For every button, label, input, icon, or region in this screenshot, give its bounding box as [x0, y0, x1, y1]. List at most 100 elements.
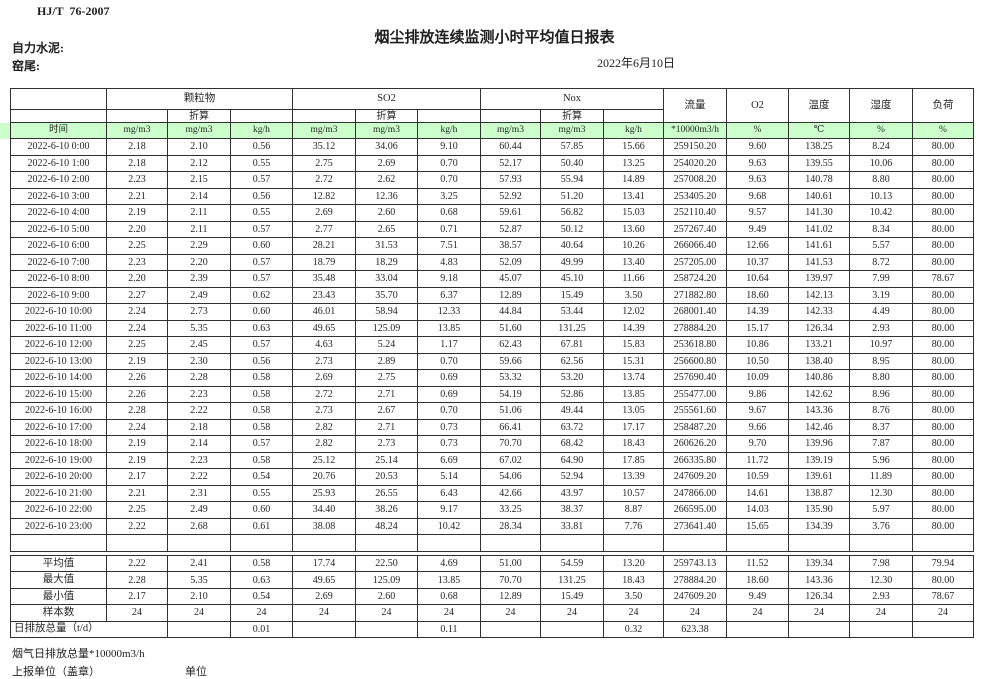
value-cell — [788, 620, 850, 638]
value-cell: 2.11 — [167, 220, 231, 238]
value-cell: 125.09 — [355, 571, 418, 589]
value-cell: 2.22 — [106, 554, 168, 573]
value-cell: 0.58 — [230, 451, 293, 469]
value-cell: 56.82 — [540, 204, 604, 222]
value-cell: 24 — [912, 604, 974, 622]
value-cell: 12.36 — [355, 187, 418, 205]
value-cell: 13.39 — [603, 468, 664, 486]
value-cell: 5.57 — [849, 237, 913, 255]
value-cell: 22.50 — [355, 554, 418, 573]
value-cell: 8.80 — [849, 171, 913, 189]
value-cell: 2.23 — [106, 171, 168, 189]
value-cell: 12.30 — [849, 484, 913, 502]
header-row-groups: 颗粒物 SO2 Nox 流量 O2 温度 湿度 负荷 — [10, 88, 974, 123]
value-cell: 258724.20 — [663, 270, 727, 288]
value-cell: 24 — [788, 604, 850, 622]
value-cell: 24 — [603, 604, 664, 622]
value-cell: 2.22 — [106, 517, 168, 535]
standard-number: HJ/T 76-2007 — [37, 4, 110, 18]
value-cell: 15.49 — [540, 587, 604, 606]
value-cell: 252110.40 — [663, 204, 727, 222]
value-cell: 2.22 — [167, 468, 231, 486]
value-cell: 142.46 — [788, 418, 850, 436]
value-cell: 49.44 — [540, 402, 604, 420]
value-cell: 2.25 — [106, 237, 168, 255]
value-cell: 0.73 — [417, 418, 481, 436]
empty-cell — [849, 534, 913, 552]
value-cell: 0.70 — [417, 402, 481, 420]
value-cell: 0.58 — [230, 402, 293, 420]
group-header-so2: SO2 — [292, 88, 481, 110]
value-cell: 7.76 — [603, 517, 664, 535]
summary-label-cell: 最大值 — [10, 571, 107, 589]
value-cell: 260626.20 — [663, 435, 727, 453]
value-cell: 24 — [540, 604, 604, 622]
empty-cell — [106, 109, 168, 123]
value-cell: 52.09 — [480, 253, 541, 271]
value-cell: 14.89 — [603, 171, 664, 189]
value-cell: 141.02 — [788, 220, 850, 238]
value-cell: 131.25 — [540, 319, 604, 337]
value-cell: 5.97 — [849, 501, 913, 519]
value-cell: 2.71 — [355, 418, 418, 436]
summary-label-cell: 平均值 — [10, 554, 107, 573]
value-cell: 0.32 — [603, 620, 664, 638]
value-cell: 4.49 — [849, 303, 913, 321]
corner-cell — [10, 88, 107, 110]
value-cell: 52.17 — [480, 154, 541, 172]
value-cell: 67.81 — [540, 336, 604, 354]
value-cell: 12.89 — [480, 587, 541, 606]
value-cell: 0.58 — [230, 418, 293, 436]
value-cell: 0.55 — [230, 204, 293, 222]
value-cell: 9.17 — [417, 501, 481, 519]
time-cell: 2022-6-10 22:00 — [10, 501, 107, 519]
value-cell: 2.17 — [106, 587, 168, 606]
value-cell: 45.07 — [480, 270, 541, 288]
value-cell: 80.00 — [912, 517, 974, 535]
value-cell: 13.05 — [603, 402, 664, 420]
value-cell: 3.76 — [849, 517, 913, 535]
value-cell: 51.60 — [480, 319, 541, 337]
time-cell: 2022-6-10 1:00 — [10, 154, 107, 172]
value-cell: 24 — [292, 604, 356, 622]
value-cell: 0.55 — [230, 154, 293, 172]
value-cell: 80.00 — [912, 319, 974, 337]
value-cell: 18.43 — [603, 435, 664, 453]
value-cell: 34.06 — [355, 138, 418, 156]
table-row: 2022-6-10 1:00 2.18 2.12 0.55 2.75 2.69 0.70 52… — [10, 154, 974, 172]
value-cell — [849, 620, 913, 638]
value-cell: 24 — [849, 604, 913, 622]
value-cell: 64.90 — [540, 451, 604, 469]
value-cell: 0.56 — [230, 138, 293, 156]
value-cell: 33.81 — [540, 517, 604, 535]
value-cell: 8.76 — [849, 402, 913, 420]
value-cell: 58.94 — [355, 303, 418, 321]
value-cell: 0.57 — [230, 336, 293, 354]
value-cell: 15.31 — [603, 352, 664, 370]
value-cell: 10.59 — [726, 468, 789, 486]
table-row: 2022-6-10 13:00 2.19 2.30 0.56 2.73 2.89 0.70 5… — [10, 352, 974, 370]
value-cell: 257008.20 — [663, 171, 727, 189]
value-cell: 2.73 — [292, 352, 356, 370]
value-cell — [480, 620, 541, 638]
value-cell: 2.28 — [106, 402, 168, 420]
value-cell: 125.09 — [355, 319, 418, 337]
value-cell: 52.92 — [480, 187, 541, 205]
value-cell: 2.25 — [106, 501, 168, 519]
value-cell: 257267.40 — [663, 220, 727, 238]
value-cell: 9.10 — [417, 138, 481, 156]
value-cell: 59.66 — [480, 352, 541, 370]
unit-header: mg/m3 — [540, 122, 604, 139]
value-cell: 80.00 — [912, 303, 974, 321]
value-cell: 247609.20 — [663, 468, 727, 486]
value-cell: 278884.20 — [663, 319, 727, 337]
location-label: 窑尾: — [12, 59, 40, 73]
value-cell: 33.25 — [480, 501, 541, 519]
value-cell: 5.14 — [417, 468, 481, 486]
value-cell: 0.68 — [417, 204, 481, 222]
table-row: 2022-6-10 23:00 2.22 2.68 0.61 38.08 48.24 10.… — [10, 517, 974, 535]
value-cell: 9.18 — [417, 270, 481, 288]
table-row: 2022-6-10 6:00 2.25 2.29 0.60 28.21 31.53 7.51… — [10, 237, 974, 255]
value-cell: 24 — [663, 604, 727, 622]
value-cell: 0.57 — [230, 171, 293, 189]
